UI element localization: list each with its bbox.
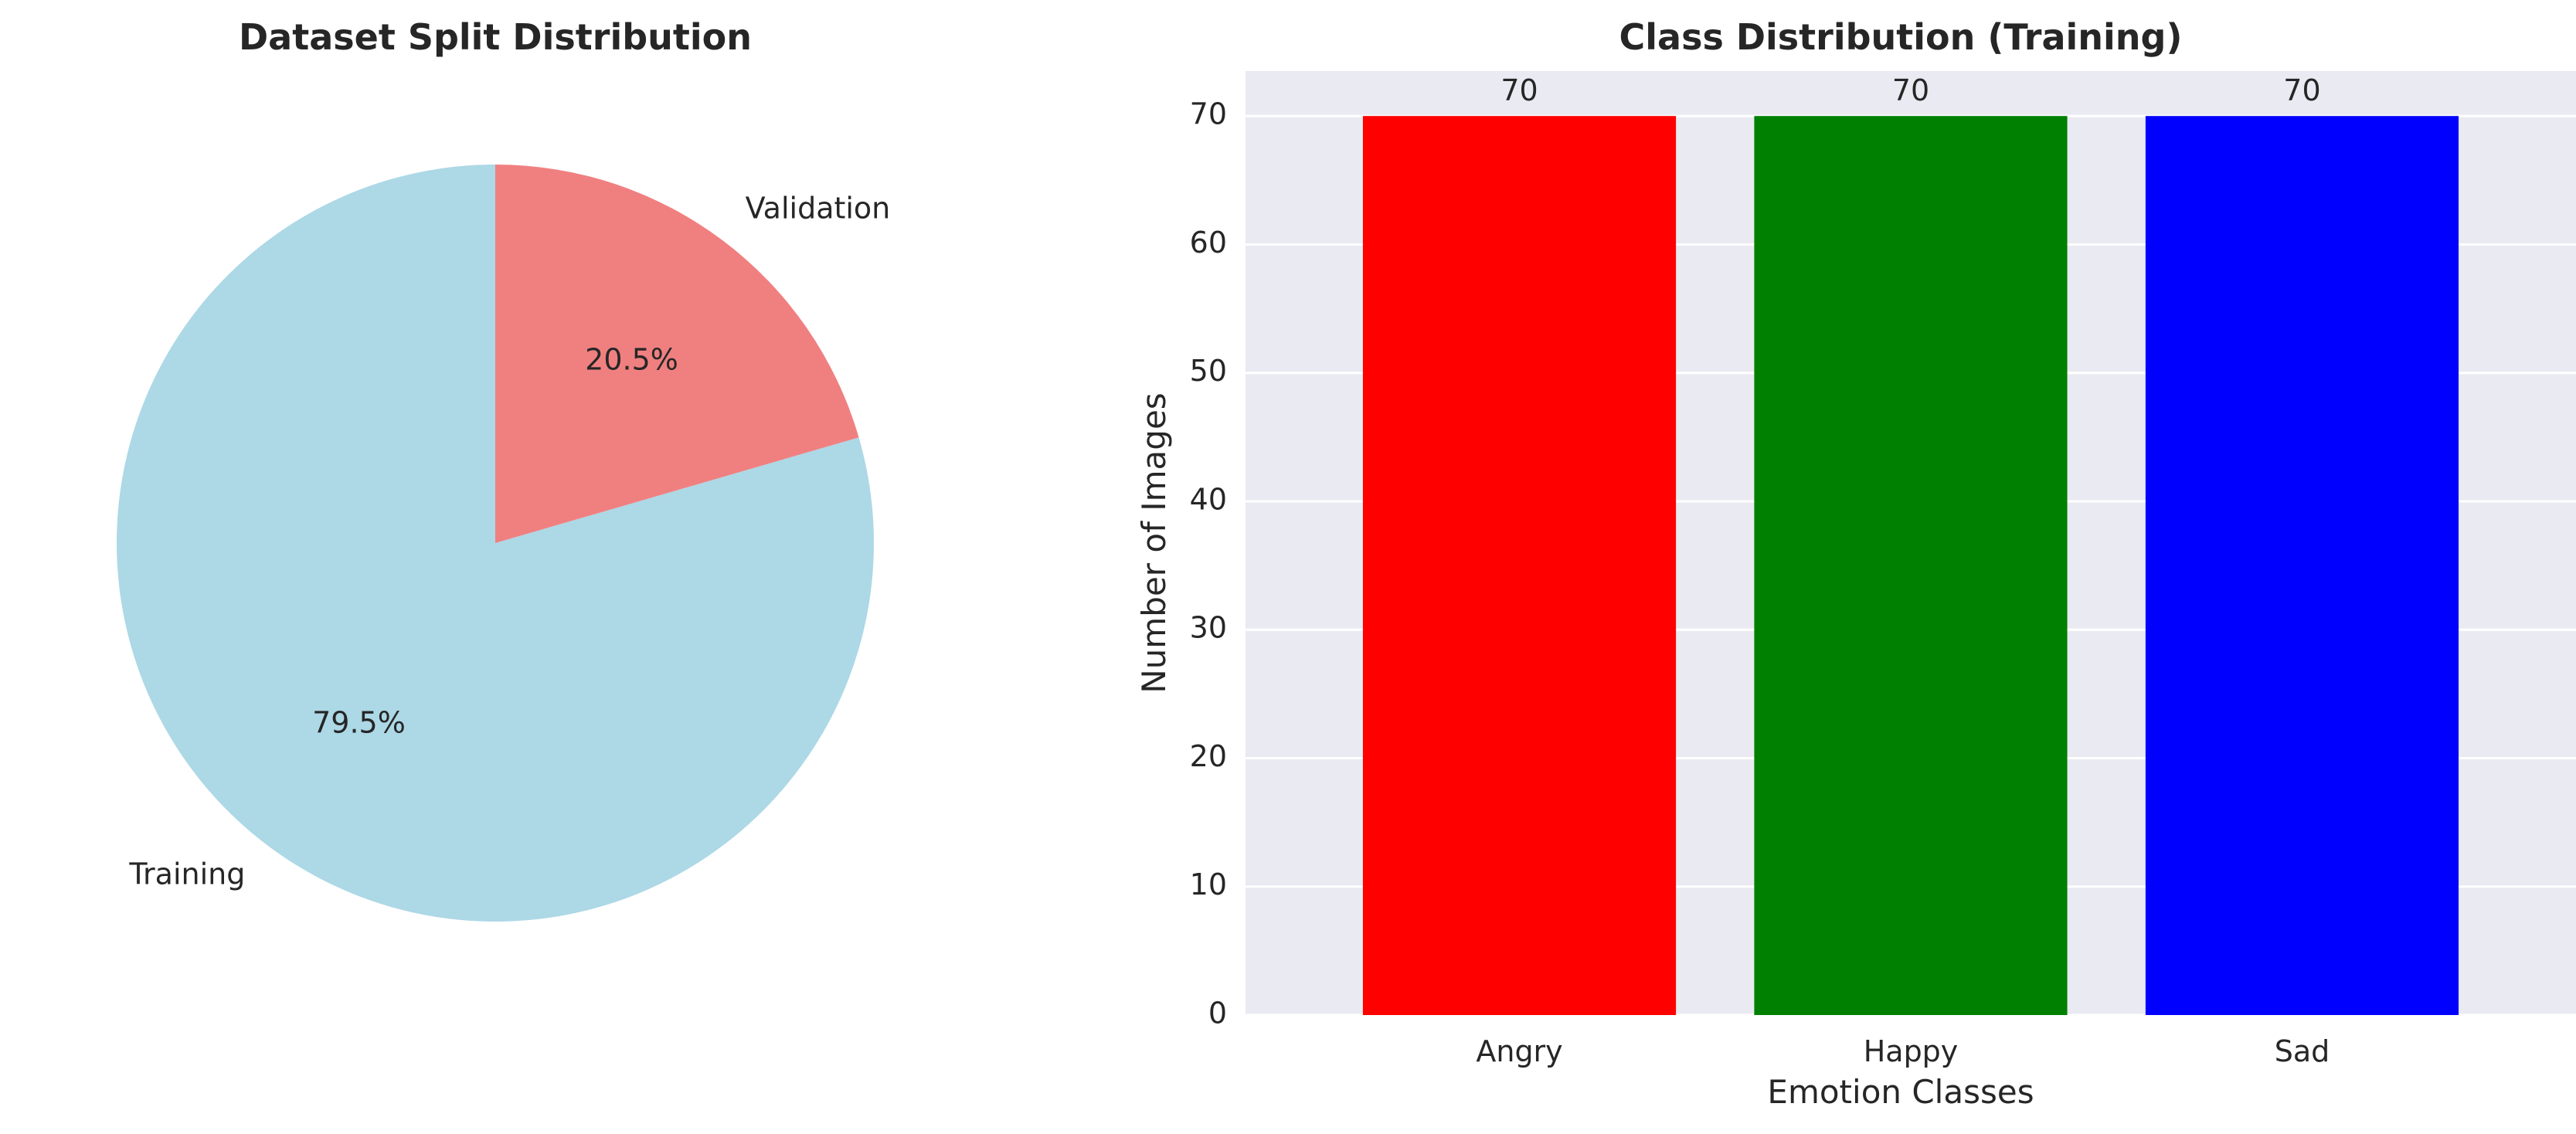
bars [1362,116,2459,1016]
y-tick-label: 40 [1190,482,1227,516]
y-tick-label: 50 [1190,354,1227,388]
x-axis-label: Emotion Classes [1767,1073,2034,1111]
y-tick-label: 30 [1190,611,1227,645]
y-tick-label: 0 [1208,996,1227,1030]
x-tick-label: Sad [2275,1034,2330,1068]
bar-value-label: 70 [2283,73,2320,107]
pie-chart-title: Dataset Split Distribution [239,16,752,58]
pie-labels: Training 79.5% Validation 20.5% [128,191,890,891]
pie-category-label: Validation [746,191,891,225]
pie-category-label: Training [128,857,245,891]
pie-percent-label: 79.5% [312,706,406,740]
bar-value-label: 70 [1500,73,1538,107]
pie-slice-validation [495,165,859,543]
x-tick-label: Angry [1476,1034,1562,1068]
y-tick-label: 10 [1190,867,1227,901]
pie-slice-training [117,165,875,922]
bar-angry [1362,116,1677,1016]
y-tick-label: 70 [1190,97,1227,131]
y-tick-label: 20 [1190,739,1227,773]
y-axis-label: Number of Images [1135,392,1173,693]
y-axis-ticks: 0 10 20 30 40 50 60 70 [1190,97,1227,1030]
pie-percent-label: 20.5% [585,342,678,376]
bar-chart-title: Class Distribution (Training) [1619,16,2183,58]
x-axis-ticks: Angry Happy Sad [1476,1034,2330,1068]
bar-data-labels: 70 70 70 [1500,73,2320,107]
bar-sad [2145,116,2459,1016]
pie-chart: Dataset Split Distribution Training 79.5%… [117,16,890,922]
y-tick-label: 60 [1190,226,1227,260]
pie-slices [117,165,875,922]
bar-happy [1754,116,2068,1016]
x-tick-label: Happy [1864,1034,1959,1068]
bar-value-label: 70 [1892,73,1929,107]
bar-chart: Class Distribution (Training) 70 70 70 0 10… [1135,16,2576,1111]
